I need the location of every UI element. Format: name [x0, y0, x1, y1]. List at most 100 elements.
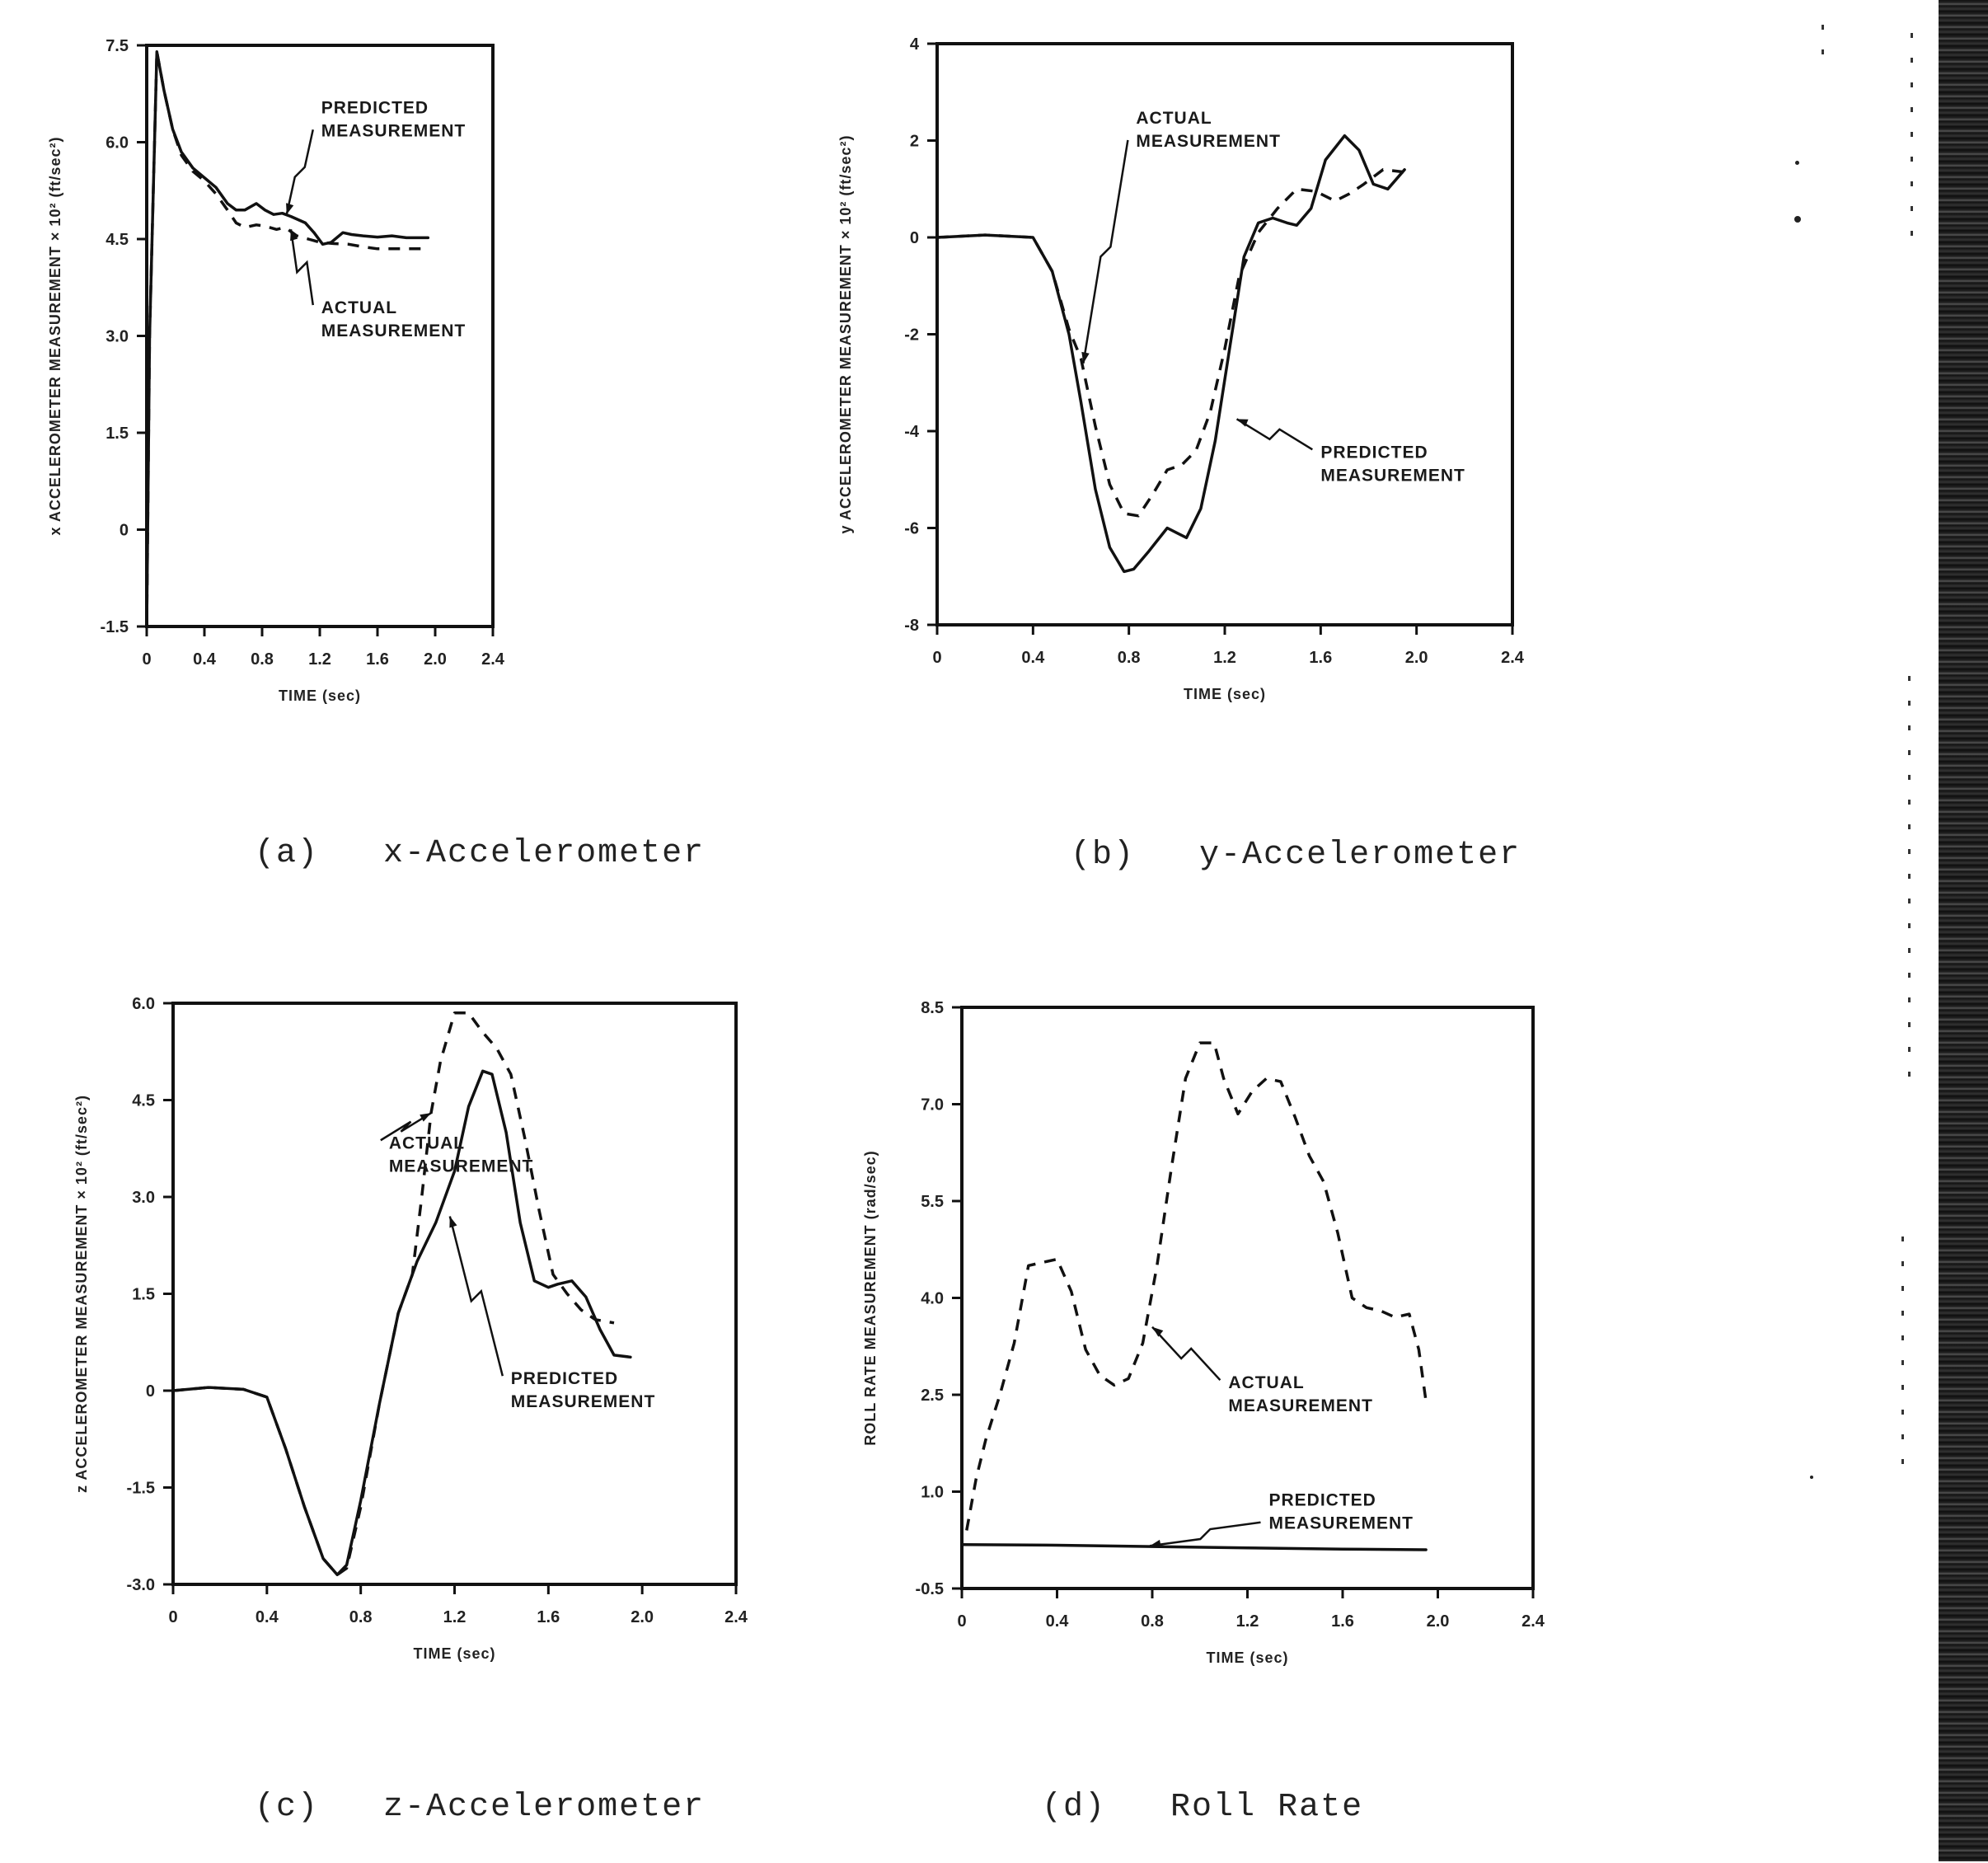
y-tick-label: -2 — [904, 326, 919, 345]
y-tick-label: 8.5 — [921, 999, 944, 1017]
x-tick-label: 2.4 — [1501, 649, 1525, 667]
scan-speck — [1810, 1476, 1813, 1479]
annotation-label: MEASUREMENT — [511, 1392, 656, 1411]
x-tick-label: 0.4 — [256, 1608, 279, 1626]
caption-c-letter: (c) — [255, 1789, 320, 1826]
x-axis-label: TIME (sec) — [413, 1645, 495, 1662]
scan-edge-dark-strip — [1939, 0, 1988, 1861]
y-axis-label: y ACCELEROMETER MEASUREMENT × 10² (ft/se… — [837, 135, 854, 534]
annotation: PREDICTED MEASUREMENT — [285, 98, 467, 215]
scan-dot-column — [1911, 33, 1913, 256]
x-axis-label: TIME (sec) — [279, 687, 361, 704]
x-tick-label: 2.4 — [481, 650, 505, 669]
annotation-label: PREDICTED — [1320, 443, 1428, 462]
arrowhead-icon — [420, 1113, 432, 1122]
x-tick-label: 1.6 — [366, 650, 389, 669]
caption-c: (c) z-Accelerometer — [169, 1752, 705, 1863]
chart-a-plot: 0 0.4 0.8 1.2 1.6 2.0 2.4 -1.5 0 1.5 3.0 4.5 6.0 7.5 T… — [47, 37, 505, 704]
y-tick-label: 2.5 — [921, 1387, 944, 1405]
plot-frame — [960, 1006, 1535, 1590]
x-tick-label: 2.4 — [724, 1608, 748, 1626]
annotation-label: MEASUREMENT — [321, 121, 467, 140]
y-tick-label: 0 — [120, 522, 129, 540]
x-tick-label: 0.4 — [193, 650, 217, 669]
annotation-label: PREDICTED — [511, 1369, 618, 1388]
actual-measurement-line — [936, 168, 1405, 518]
annotation-label: MEASUREMENT — [1136, 132, 1281, 151]
y-tick-label: 2 — [910, 133, 919, 151]
annotation: ACTUAL MEASUREMENT — [1151, 1326, 1373, 1415]
y-tick-label: -1.5 — [127, 1480, 155, 1498]
chart-panel-a: 0 0.4 0.8 1.2 1.6 2.0 2.4 -1.5 0 1.5 3.0 4.5 6.0 7.5 T… — [0, 0, 824, 907]
arrowhead-icon — [1081, 351, 1090, 364]
y-tick-label: 6.0 — [132, 995, 155, 1013]
y-axis-label: z ACCELEROMETER MEASUREMENT × 10² (ft/se… — [73, 1095, 90, 1493]
caption-d-title: Roll Rate — [1170, 1789, 1364, 1826]
annotation-label: MEASUREMENT — [321, 321, 467, 340]
caption-a-letter: (a) — [255, 835, 320, 872]
caption-c-title: z-Accelerometer — [383, 1789, 706, 1826]
y-tick-label: -0.5 — [916, 1580, 944, 1598]
x-tick-label: 0 — [932, 649, 941, 667]
arrowhead-icon — [286, 203, 294, 215]
y-tick-label: 6.0 — [105, 134, 129, 153]
x-tick-label: 1.6 — [1309, 649, 1332, 667]
x-tick-label: 1.6 — [1331, 1612, 1354, 1631]
predicted-measurement-line — [935, 134, 1406, 574]
predicted-measurement-line — [960, 1542, 1428, 1551]
y-tick-label: 4.0 — [921, 1290, 944, 1308]
x-tick-label: 1.2 — [308, 650, 331, 669]
arrowhead-icon — [290, 229, 298, 242]
y-tick-label: 7.0 — [921, 1096, 944, 1115]
annotation-label: PREDICTED — [1268, 1491, 1376, 1510]
chart-panel-d: 0 0.4 0.8 1.2 1.6 2.0 2.4 -0.5 1.0 2.5 4.0 5.5 7.0 8.… — [862, 999, 1545, 1826]
y-tick-label: -1.5 — [101, 618, 129, 636]
x-tick-label: 1.6 — [537, 1608, 560, 1626]
caption-a-title: x-Accelerometer — [383, 835, 706, 872]
annotation: ACTUAL MEASUREMENT — [380, 1112, 532, 1176]
annotation-label: MEASUREMENT — [1320, 466, 1465, 485]
predicted-measurement-line — [171, 1069, 632, 1577]
x-axis-label: TIME (sec) — [1206, 1649, 1288, 1666]
leader-arrow — [289, 229, 314, 306]
scan-speck — [1795, 161, 1799, 165]
leader-arrow — [448, 1216, 504, 1377]
annotation-label: MEASUREMENT — [1268, 1514, 1414, 1533]
y-axis-label: x ACCELEROMETER MEASUREMENT × 10² (ft/se… — [47, 137, 63, 536]
scan-dot-column — [1908, 676, 1911, 1088]
leader-arrow — [1235, 418, 1313, 451]
annotation: ACTUAL MEASUREMENT — [1081, 109, 1281, 364]
y-tick-label: 1.5 — [132, 1286, 155, 1304]
x-tick-label: 0 — [957, 1612, 966, 1631]
annotation: PREDICTED MEASUREMENT — [1149, 1491, 1414, 1548]
arrowhead-icon — [1236, 419, 1249, 427]
x-tick-label: 2.0 — [631, 1608, 654, 1626]
chart-b-plot: 0 0.4 0.8 1.2 1.6 2.0 2.4 -8 -6 -4 -2 0 2 4 TIME (sec)… — [837, 35, 1525, 702]
caption-a: (a) x-Accelerometer — [169, 798, 705, 909]
x-tick-label: 1.2 — [443, 1608, 467, 1626]
y-tick-label: -8 — [904, 617, 919, 635]
chart-panel-c: 0 0.4 0.8 1.2 1.6 2.0 2.4 -3.0 -1.5 0 1.5 3.0 4.5 6.0… — [0, 0, 824, 1861]
y-tick-label: 4.5 — [105, 231, 129, 249]
chart-c-plot: 0 0.4 0.8 1.2 1.6 2.0 2.4 -3.0 -1.5 0 1.5 3.0 4.5 6.0… — [73, 995, 748, 1662]
x-tick-label: 0.8 — [1141, 1612, 1164, 1631]
caption-b-title: y-Accelerometer — [1199, 837, 1521, 874]
caption-b: (b) y-Accelerometer — [985, 800, 1521, 911]
y-tick-label: 0 — [146, 1382, 155, 1401]
x-axis-label: TIME (sec) — [1184, 686, 1266, 702]
scan-dot-column — [1901, 1237, 1904, 1484]
y-tick-label: 4.5 — [132, 1092, 155, 1110]
x-tick-label: 0.4 — [1021, 649, 1045, 667]
y-tick-label: 3.0 — [105, 328, 129, 346]
x-tick-label: 2.4 — [1521, 1612, 1545, 1631]
x-tick-label: 0.8 — [251, 650, 274, 669]
x-tick-label: 2.0 — [1427, 1612, 1450, 1631]
annotation-label: MEASUREMENT — [1228, 1396, 1373, 1415]
y-tick-label: 1.5 — [105, 425, 129, 443]
y-tick-label: 7.5 — [105, 37, 129, 55]
scan-speck — [1794, 216, 1801, 223]
y-axis-label: ROLL RATE MEASUREMENT (rad/sec) — [862, 1150, 879, 1445]
annotation: ACTUAL MEASUREMENT — [289, 229, 467, 340]
leader-arrow — [1082, 139, 1129, 364]
leader-arrow — [380, 1112, 432, 1142]
